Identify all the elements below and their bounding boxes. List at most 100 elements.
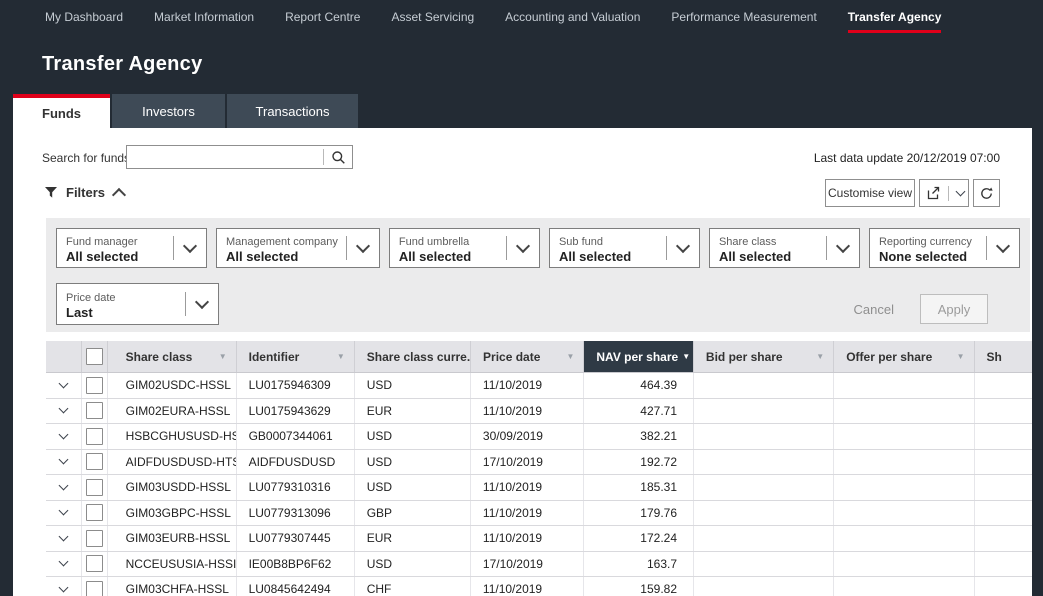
sort-arrow-icon: ▼ <box>337 352 345 361</box>
row-expander[interactable] <box>46 450 82 475</box>
column-header-identifier[interactable]: Identifier▼ <box>237 341 355 372</box>
search-button[interactable] <box>324 146 352 168</box>
column-header-price-date[interactable]: Price date▼ <box>471 341 584 372</box>
top-nav-item-my-dashboard[interactable]: My Dashboard <box>45 0 123 33</box>
chevron-down-icon <box>58 531 68 541</box>
filter-dropdown-fund-umbrella[interactable]: Fund umbrellaAll selected <box>389 228 540 268</box>
apply-button[interactable]: Apply <box>920 294 988 324</box>
row-expander[interactable] <box>46 424 82 449</box>
refresh-button[interactable] <box>973 179 1000 207</box>
dropdown-chevron <box>186 301 218 307</box>
row-checkbox[interactable] <box>86 581 103 596</box>
sort-arrow-icon: ▼ <box>566 352 574 361</box>
table-row: GIM02EURA-HSSLLU0175943629EUR11/10/20194… <box>46 399 1032 425</box>
filter-dropdown-share-class[interactable]: Share classAll selected <box>709 228 860 268</box>
cell-truncated <box>975 424 1033 449</box>
dropdown-label: Fund manager <box>66 236 165 248</box>
top-nav-item-performance-measurement[interactable]: Performance Measurement <box>671 0 816 33</box>
column-header-share-class-currency[interactable]: Share class curre...▼ <box>355 341 471 372</box>
cell-share-class: GIM03USDD-HSSL <box>108 475 237 500</box>
table-row: HSBCGHUSUSD-HSSIGB0007344061USD30/09/201… <box>46 424 1032 450</box>
dropdown-chevron <box>507 245 539 251</box>
column-header-bid-per-share[interactable]: Bid per share▼ <box>694 341 834 372</box>
cell-bid-per-share <box>694 577 834 596</box>
cell-price-date: 11/10/2019 <box>471 475 584 500</box>
row-checkbox[interactable] <box>86 504 103 521</box>
dropdown-chevron <box>827 245 859 251</box>
column-label: Sh <box>987 350 1002 364</box>
cell-identifier: LU0175943629 <box>237 399 355 424</box>
filter-dropdown-sub-fund[interactable]: Sub fundAll selected <box>549 228 700 268</box>
row-checkbox-cell <box>82 424 108 449</box>
row-checkbox[interactable] <box>86 555 103 572</box>
cell-identifier: LU0779310316 <box>237 475 355 500</box>
row-checkbox[interactable] <box>86 402 103 419</box>
filter-dropdown-reporting-currency[interactable]: Reporting currencyNone selected <box>869 228 1020 268</box>
export-button[interactable] <box>919 179 969 207</box>
dropdown-label: Share class <box>719 236 818 248</box>
tab-transactions[interactable]: Transactions <box>227 94 358 128</box>
cell-identifier: LU0779307445 <box>237 526 355 551</box>
filter-dropdown-management-company[interactable]: Management companyAll selected <box>216 228 380 268</box>
cell-offer-per-share <box>834 501 974 526</box>
row-checkbox[interactable] <box>86 428 103 445</box>
column-header-select[interactable] <box>82 341 108 372</box>
row-expander[interactable] <box>46 501 82 526</box>
select-all-checkbox[interactable] <box>86 348 103 365</box>
cell-price-date: 11/10/2019 <box>471 577 584 596</box>
top-nav-item-report-centre[interactable]: Report Centre <box>285 0 360 33</box>
cell-nav-per-share: 464.39 <box>584 373 694 398</box>
cell-price-date: 17/10/2019 <box>471 450 584 475</box>
customise-view-button[interactable]: Customise view <box>825 179 915 207</box>
export-separator <box>948 186 949 201</box>
table-row: GIM03GBPC-HSSLLU0779313096GBP11/10/20191… <box>46 501 1032 527</box>
cell-nav-per-share: 427.71 <box>584 399 694 424</box>
cell-price-date: 30/09/2019 <box>471 424 584 449</box>
row-expander[interactable] <box>46 577 82 596</box>
cell-nav-per-share: 185.31 <box>584 475 694 500</box>
filter-dropdown-fund-manager[interactable]: Fund managerAll selected <box>56 228 207 268</box>
dropdown-chevron <box>987 245 1019 251</box>
row-checkbox[interactable] <box>86 530 103 547</box>
chevron-down-icon <box>195 295 209 309</box>
tab-investors[interactable]: Investors <box>112 94 225 128</box>
row-expander[interactable] <box>46 475 82 500</box>
row-checkbox[interactable] <box>86 479 103 496</box>
cell-currency: CHF <box>355 577 471 596</box>
top-nav-item-market-information[interactable]: Market Information <box>154 0 254 33</box>
row-expander[interactable] <box>46 399 82 424</box>
dropdown-label: Price date <box>66 292 177 304</box>
cell-price-date: 11/10/2019 <box>471 526 584 551</box>
row-checkbox[interactable] <box>86 377 103 394</box>
search-input[interactable] <box>127 146 323 168</box>
tab-funds[interactable]: Funds <box>13 94 110 128</box>
column-header-truncated-col[interactable]: Sh <box>975 341 1033 372</box>
filters-toggle[interactable]: Filters <box>45 185 124 200</box>
dropdown-label: Fund umbrella <box>399 236 498 248</box>
row-expander[interactable] <box>46 373 82 398</box>
dropdown-chevron <box>347 245 379 251</box>
row-checkbox[interactable] <box>86 453 103 470</box>
top-nav-item-transfer-agency[interactable]: Transfer Agency <box>848 0 942 33</box>
column-label: Share class <box>126 350 193 364</box>
column-header-offer-per-share[interactable]: Offer per share▼ <box>834 341 974 372</box>
sort-arrow-icon: ▼ <box>816 352 824 361</box>
column-header-nav-per-share[interactable]: NAV per share▼ <box>584 341 694 372</box>
cancel-button[interactable]: Cancel <box>854 302 894 317</box>
cell-bid-per-share <box>694 526 834 551</box>
filter-funnel-icon <box>45 187 57 198</box>
chevron-down-icon <box>183 239 197 253</box>
row-expander[interactable] <box>46 552 82 577</box>
dropdown-text: Management companyAll selected <box>217 232 346 264</box>
cell-currency: USD <box>355 424 471 449</box>
dropdown-value: Last <box>66 305 177 320</box>
row-expander[interactable] <box>46 526 82 551</box>
column-header-share-class[interactable]: Share class▼ <box>108 341 237 372</box>
funds-table: Share class▼Identifier▼Share class curre… <box>46 341 1032 596</box>
dropdown-value: All selected <box>66 249 165 264</box>
cell-nav-per-share: 179.76 <box>584 501 694 526</box>
page-title: Transfer Agency <box>42 53 203 76</box>
top-nav-item-accounting-and-valuation[interactable]: Accounting and Valuation <box>505 0 640 33</box>
filter-dropdown-price-date[interactable]: Price dateLast <box>56 283 219 325</box>
top-nav-item-asset-servicing[interactable]: Asset Servicing <box>391 0 474 33</box>
